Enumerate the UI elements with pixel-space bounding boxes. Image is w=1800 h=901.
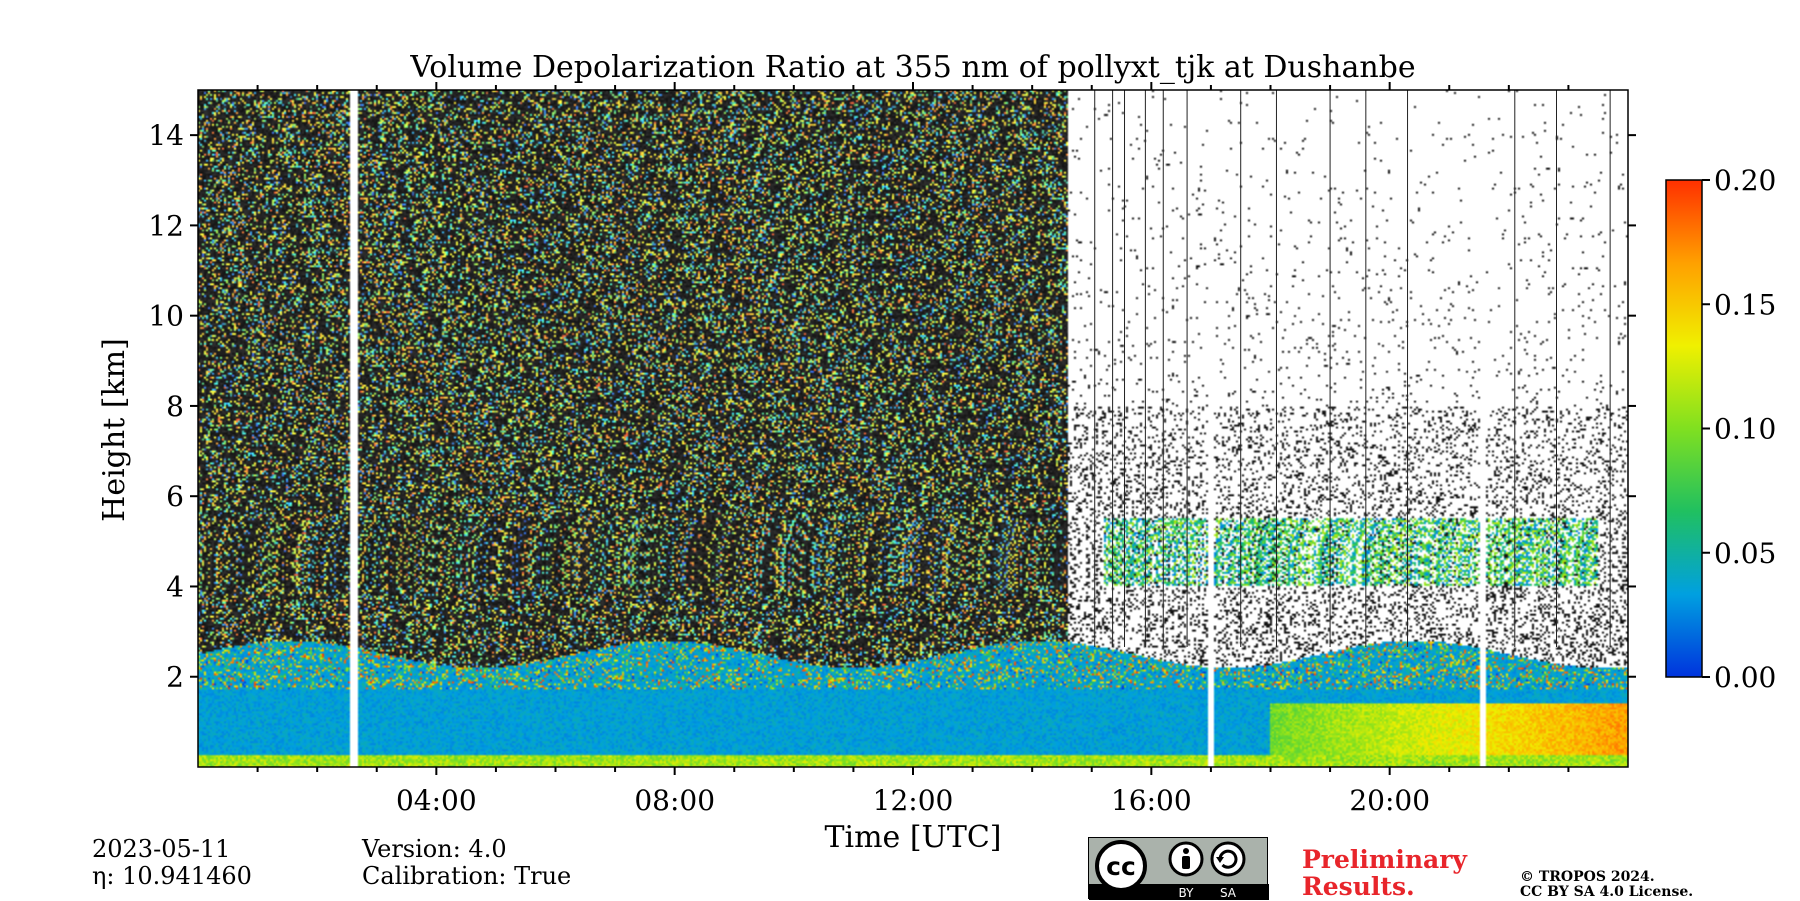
colorbar: 0.00 0.05 0.10 0.15 0.20 (1665, 164, 1776, 694)
svg-text:cc: cc (1106, 852, 1136, 881)
x-axis-label: Time [UTC] (825, 820, 1002, 855)
preliminary-line2: Results. (1302, 872, 1415, 901)
eta-label: η: 10.941460 (92, 862, 252, 890)
axes-layer: 04:00 08:00 12:00 16:00 20:00 2 4 6 8 10 12 14 (148, 82, 1636, 817)
version-label: Version: 4.0 (362, 835, 507, 863)
y-tick-label: 2 (166, 661, 184, 694)
heatmap-layer (198, 90, 1628, 767)
share-alike-icon (1210, 841, 1246, 877)
colorbar-tick-label: 0.00 (1714, 661, 1776, 694)
y-tick-label: 6 (166, 480, 184, 513)
x-tick-label: 16:00 (1111, 784, 1192, 817)
svg-text:BY: BY (1179, 886, 1195, 900)
y-tick-label: 14 (148, 119, 184, 152)
by-person-icon (1168, 841, 1204, 877)
y-tick-label: 8 (166, 390, 184, 423)
colorbar-gradient (1665, 179, 1703, 678)
x-tick-label: 20:00 (1349, 784, 1430, 817)
cc-license-badge: cc BY SA (1088, 837, 1269, 900)
y-tick-label: 4 (166, 570, 184, 603)
copyright-line2: CC BY SA 4.0 License. (1520, 884, 1694, 900)
y-axis-label: Height [km] (97, 338, 132, 522)
copyright-line1: © TROPOS 2024. (1520, 869, 1655, 885)
x-tick-label: 08:00 (634, 784, 715, 817)
heatmap-raster (198, 90, 1628, 767)
chart-title: Volume Depolarization Ratio at 355 nm of… (409, 50, 1415, 85)
svg-text:SA: SA (1220, 886, 1237, 900)
colorbar-tick-label: 0.20 (1714, 164, 1776, 197)
calibration-label: Calibration: True (362, 862, 572, 890)
y-tick-label: 10 (148, 300, 184, 333)
x-tick-label: 04:00 (396, 784, 477, 817)
date-label: 2023-05-11 (92, 835, 231, 863)
colorbar-tick-label: 0.15 (1714, 288, 1776, 321)
cc-icon: cc (1095, 840, 1147, 892)
preliminary-line1: Preliminary (1302, 845, 1467, 874)
y-tick-label: 12 (148, 209, 184, 242)
colorbar-tick-label: 0.05 (1714, 537, 1776, 570)
x-tick-label: 12:00 (873, 784, 954, 817)
colorbar-tick-label: 0.10 (1714, 413, 1776, 446)
